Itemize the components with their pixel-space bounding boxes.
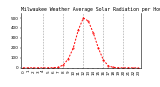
Text: Milwaukee Weather Average Solar Radiation per Hour W/m2 (Last 24 Hours): Milwaukee Weather Average Solar Radiatio… <box>21 7 160 12</box>
